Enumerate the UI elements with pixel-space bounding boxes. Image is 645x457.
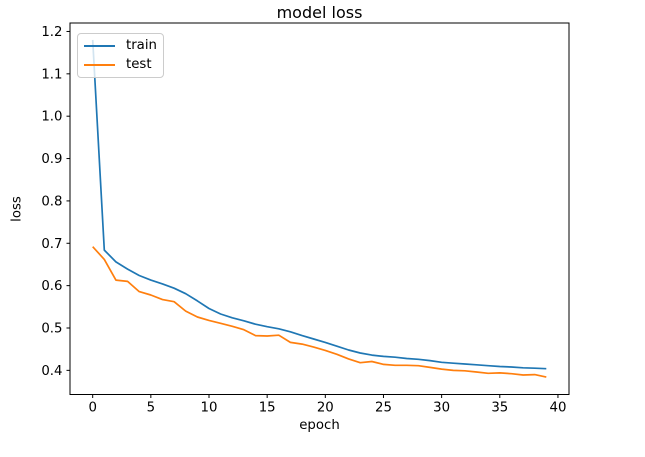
legend-entry-train: train: [84, 38, 157, 54]
x-axis-label: epoch: [299, 418, 340, 433]
y-tick-label: 0.8: [41, 194, 62, 209]
y-axis-label: loss: [9, 196, 25, 222]
test-line-swatch: [84, 63, 115, 66]
legend-label-test: test: [126, 56, 152, 72]
x-tick-label: 15: [259, 401, 276, 416]
x-tick-label: 35: [491, 401, 508, 416]
y-tick-label: 1.1: [41, 67, 62, 82]
y-tick-label: 1.2: [41, 25, 62, 40]
x-tick-label: 5: [147, 401, 155, 416]
x-tick-label: 20: [317, 401, 334, 416]
train-line-swatch: [84, 45, 115, 48]
test-line: [92, 246, 547, 378]
y-tick-label: 0.4: [41, 364, 62, 379]
legend-label-train: train: [126, 38, 157, 54]
x-tick-label: 0: [88, 401, 96, 416]
legend-entry-test: test: [84, 57, 157, 73]
x-tick-label: 30: [433, 401, 450, 416]
x-tick-label: 40: [549, 401, 566, 416]
legend: train test: [77, 33, 164, 78]
x-tick-label: 10: [201, 401, 218, 416]
train-line: [91, 39, 547, 370]
y-tick-label: 0.9: [41, 152, 62, 167]
axes-spines: [69, 22, 570, 395]
y-tick-label: 0.7: [41, 237, 62, 252]
y-tick-label: 0.5: [41, 321, 62, 336]
chart-title: model loss: [276, 3, 363, 22]
y-tick-label: 1.0: [41, 110, 62, 125]
x-tick-label: 25: [375, 401, 392, 416]
y-tick-label: 0.6: [41, 279, 62, 294]
